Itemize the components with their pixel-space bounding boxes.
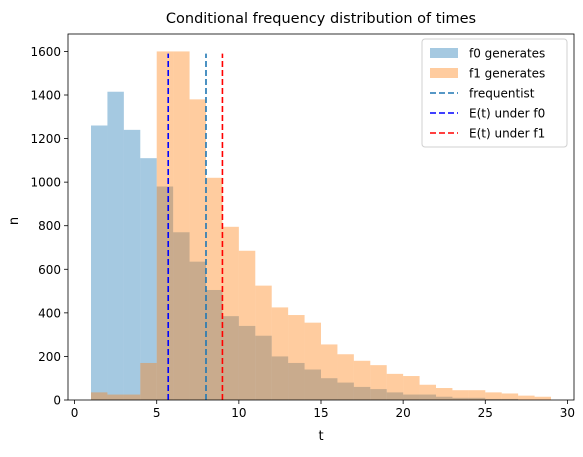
legend-entry: E(t) under f1 xyxy=(430,127,545,141)
x-tick-label: 25 xyxy=(478,406,493,420)
bar xyxy=(107,91,124,400)
bar xyxy=(370,389,387,400)
bar xyxy=(419,394,436,400)
bar xyxy=(468,390,486,400)
bar xyxy=(222,316,239,400)
y-tick-label: 1000 xyxy=(30,176,61,190)
legend-box xyxy=(421,38,568,148)
bar xyxy=(452,397,469,400)
y-tick-label: 0 xyxy=(53,394,61,408)
bar xyxy=(288,362,305,400)
bar xyxy=(386,373,404,400)
bar xyxy=(206,289,223,400)
bar xyxy=(370,365,387,400)
x-tick-label: 15 xyxy=(313,406,328,420)
bar xyxy=(140,158,157,400)
y-tick-label: 400 xyxy=(38,306,61,320)
bar xyxy=(255,335,272,400)
bar xyxy=(485,398,502,400)
x-axis: 0 5 10 15 20 25 30 xyxy=(71,400,575,420)
bar xyxy=(304,322,321,400)
bar xyxy=(501,398,519,400)
bar xyxy=(403,394,420,400)
bar xyxy=(107,394,124,400)
bar xyxy=(419,384,436,400)
legend-label: f1 generates xyxy=(469,67,545,81)
bar xyxy=(156,186,174,400)
vertical-lines-layer xyxy=(167,53,224,400)
legend-entry: f1 generates xyxy=(430,67,545,81)
bar xyxy=(222,226,239,400)
x-tick-label: 5 xyxy=(153,406,161,420)
legend-label: E(t) under f1 xyxy=(469,127,545,141)
bar xyxy=(485,392,502,400)
bar xyxy=(321,344,338,400)
bar xyxy=(271,307,289,400)
bar xyxy=(238,325,256,400)
legend-label: E(t) under f0 xyxy=(469,107,545,121)
bar xyxy=(436,396,453,400)
bar xyxy=(386,392,404,400)
chart-title: Conditional frequency distribution of ti… xyxy=(166,11,476,27)
bar xyxy=(123,394,141,400)
bar xyxy=(353,360,371,400)
y-axis-label: n xyxy=(7,217,22,225)
y-tick-label: 1400 xyxy=(30,89,61,103)
bar xyxy=(501,393,519,400)
x-tick-label: 10 xyxy=(231,406,246,420)
legend-entry: f0 generates xyxy=(430,47,545,61)
legend: f0 generates f1 generates frequentist E(t) … xyxy=(421,38,568,148)
y-tick-label: 1600 xyxy=(30,45,61,59)
x-tick-label: 30 xyxy=(560,406,575,420)
bar xyxy=(271,356,289,400)
bar xyxy=(403,376,420,400)
series-f0 xyxy=(91,91,519,400)
bar xyxy=(337,354,354,400)
series-f1 xyxy=(91,51,551,401)
y-tick-label: 600 xyxy=(38,263,61,277)
x-axis-label: t xyxy=(318,429,323,444)
legend-entry: frequentist xyxy=(430,87,535,101)
bar xyxy=(255,285,272,400)
bar xyxy=(288,315,305,400)
legend-label: frequentist xyxy=(469,87,535,101)
bar xyxy=(238,250,256,400)
legend-swatch xyxy=(430,48,458,58)
y-axis: 0 200 400 600 800 1000 1200 1400 1600 xyxy=(30,45,68,408)
bar xyxy=(173,232,190,400)
x-tick-label: 20 xyxy=(396,406,411,420)
y-tick-label: 1200 xyxy=(30,132,61,146)
bar xyxy=(353,386,371,400)
legend-label: f0 generates xyxy=(469,47,545,61)
x-tick-label: 0 xyxy=(71,406,79,420)
bar xyxy=(91,392,108,400)
bar xyxy=(468,397,486,400)
bar xyxy=(156,51,174,401)
bar xyxy=(518,395,535,400)
bar xyxy=(140,362,157,400)
bar xyxy=(91,125,108,400)
bar xyxy=(304,369,321,400)
bar xyxy=(206,177,223,400)
bars-layer xyxy=(91,51,551,401)
bar xyxy=(321,378,338,400)
bar xyxy=(189,261,206,400)
y-tick-label: 800 xyxy=(38,219,61,233)
bar xyxy=(337,382,354,400)
bar xyxy=(173,51,190,401)
bar xyxy=(189,99,206,400)
bar xyxy=(436,388,453,400)
bar xyxy=(534,396,551,400)
legend-swatch xyxy=(430,68,458,78)
legend-entry: E(t) under f0 xyxy=(430,107,545,121)
bar xyxy=(123,129,141,400)
bar xyxy=(452,390,469,400)
y-tick-label: 200 xyxy=(38,350,61,364)
